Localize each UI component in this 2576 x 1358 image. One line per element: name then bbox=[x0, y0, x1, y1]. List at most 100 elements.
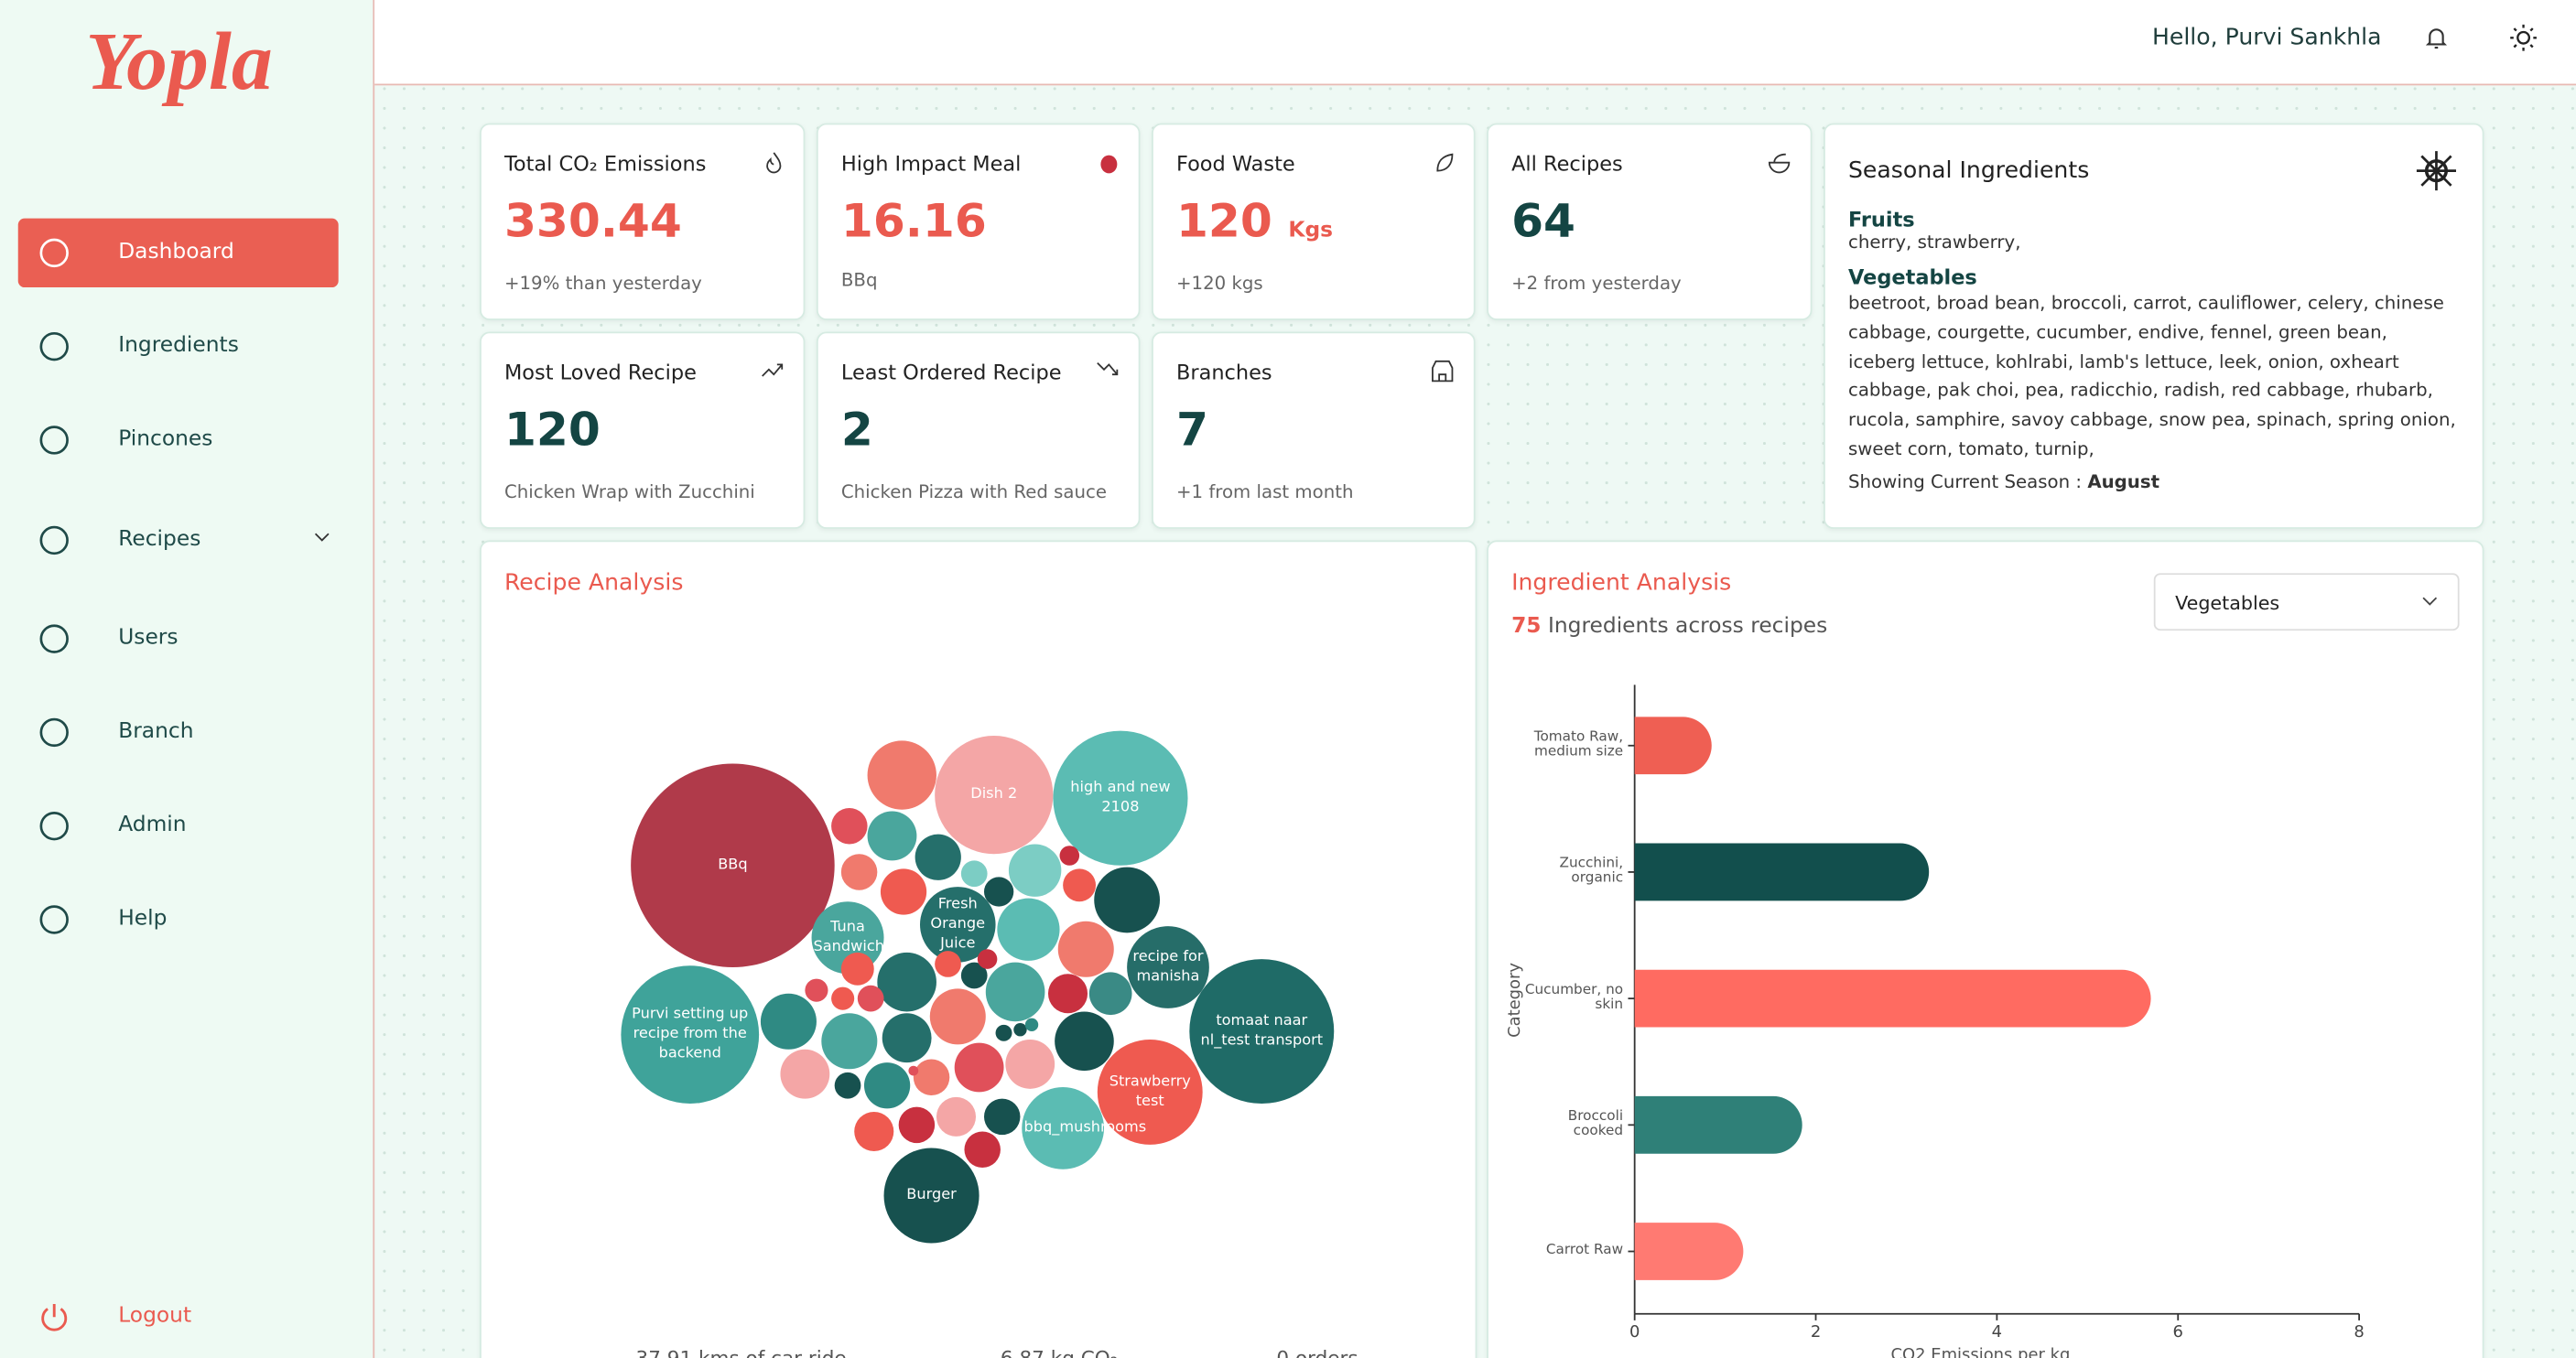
bubble bbox=[821, 1013, 878, 1070]
bubble bbox=[863, 1062, 911, 1109]
bar bbox=[1634, 843, 1930, 901]
card-note: Chicken Wrap with Zucchini bbox=[503, 480, 755, 503]
card-icon bbox=[1436, 153, 1454, 172]
vegetables-title: Vegetables bbox=[1847, 264, 1977, 289]
bubble bbox=[1047, 974, 1088, 1014]
card-icon bbox=[1100, 155, 1118, 174]
nav-label: Admin bbox=[118, 813, 187, 838]
card: Least Ordered Recipe 2 Chicken Pizza with … bbox=[816, 331, 1141, 529]
bar bbox=[1634, 717, 1712, 775]
nav-item[interactable]: Admin bbox=[18, 792, 339, 860]
logo[interactable]: Yopla bbox=[85, 15, 273, 107]
bubble-label: Tuna Sandwich bbox=[813, 919, 885, 956]
bubble-label: Dish 2 bbox=[970, 786, 1018, 803]
bubble bbox=[834, 1072, 861, 1099]
card-icon bbox=[762, 363, 784, 377]
bubble bbox=[880, 868, 927, 915]
nav-item[interactable]: Recipes bbox=[18, 506, 339, 575]
filter-dropdown[interactable]: Vegetables bbox=[2153, 573, 2460, 631]
bubble bbox=[936, 1096, 977, 1137]
bubble bbox=[919, 887, 996, 963]
bubble bbox=[995, 1024, 1012, 1041]
card-title: Most Loved Recipe bbox=[503, 360, 697, 384]
card-note: +2 from yesterday bbox=[1511, 272, 1682, 295]
card-value: 16.16 bbox=[840, 193, 987, 248]
bar bbox=[1634, 969, 2151, 1028]
card-title: Food Waste bbox=[1175, 151, 1295, 177]
fruits: cherry, strawberry, bbox=[1847, 232, 2021, 253]
x-tick-label: 6 bbox=[2173, 1322, 2183, 1342]
card-title: Total CO₂ Emissions bbox=[503, 151, 707, 177]
card-value: 120 bbox=[503, 402, 601, 457]
bubble bbox=[854, 1111, 894, 1152]
bubble bbox=[1097, 1040, 1203, 1145]
bubble bbox=[882, 1013, 932, 1063]
card-value: 2 bbox=[840, 402, 873, 457]
bubble bbox=[805, 978, 828, 1002]
bubble bbox=[1005, 1040, 1055, 1089]
logout-label: Logout bbox=[118, 1303, 192, 1329]
bubble bbox=[985, 962, 1045, 1022]
bubble bbox=[977, 949, 998, 969]
bubble bbox=[831, 986, 855, 1010]
nav-item[interactable]: Pincones bbox=[18, 405, 339, 474]
card-value: 330.44 bbox=[503, 193, 682, 248]
nav-label: Ingredients bbox=[118, 333, 239, 359]
filter-value: Vegetables bbox=[2175, 591, 2280, 615]
bubble-label: Strawberry test bbox=[1109, 1073, 1191, 1111]
stat: 0 orders bbox=[1276, 1347, 1358, 1358]
bubble bbox=[1057, 921, 1114, 977]
bubble-label: recipe for manisha bbox=[1132, 949, 1204, 986]
nav-label: Dashboard bbox=[118, 240, 234, 264]
bubble bbox=[867, 811, 917, 861]
bubble-label: Purvi setting up recipe from the backend bbox=[632, 1007, 749, 1063]
card-note: Chicken Pizza with Red sauce bbox=[840, 480, 1108, 503]
stat: 37.91 kms of car ride bbox=[636, 1347, 847, 1358]
y-tick-label: Zucchini, organic bbox=[1559, 856, 1624, 888]
x-tick-label: 4 bbox=[1992, 1322, 2002, 1342]
nav-item[interactable]: Ingredients bbox=[18, 312, 339, 381]
season-label: Showing Current Season : bbox=[1847, 470, 2083, 492]
panel-title: Recipe Analysis bbox=[503, 569, 684, 597]
nav-item[interactable]: Branch bbox=[18, 698, 339, 767]
bubble bbox=[935, 951, 961, 977]
bubble-label: BBq bbox=[718, 857, 748, 874]
y-tick-label: Cucumber, no skin bbox=[1524, 982, 1624, 1014]
unit: Kgs bbox=[1288, 218, 1334, 243]
card-icon bbox=[766, 152, 782, 174]
greeting: Hello, Purvi Sankhla bbox=[2151, 24, 2382, 51]
season-icon bbox=[2416, 151, 2456, 191]
nav-item[interactable]: Dashboard bbox=[17, 218, 339, 288]
card-icon bbox=[1432, 360, 1454, 383]
nav-label: Recipes bbox=[118, 527, 201, 552]
bubble bbox=[857, 985, 884, 1012]
bell-icon[interactable] bbox=[2425, 25, 2448, 51]
bubble bbox=[840, 854, 878, 890]
bubble bbox=[780, 1049, 830, 1099]
y-tick-label: Broccoli cooked bbox=[1567, 1108, 1624, 1140]
bubble bbox=[760, 993, 817, 1050]
bubble bbox=[1088, 972, 1132, 1016]
x-tick-label: 0 bbox=[1629, 1322, 1640, 1342]
nav-item[interactable]: Users bbox=[18, 604, 339, 673]
bubble bbox=[631, 763, 835, 968]
card-title: High Impact Meal bbox=[840, 151, 1022, 177]
bubble bbox=[898, 1106, 936, 1144]
bubble bbox=[960, 860, 988, 888]
bubble bbox=[621, 965, 760, 1104]
seasonal-title: Seasonal Ingredients bbox=[1847, 157, 2090, 184]
bubble bbox=[877, 952, 936, 1012]
logout[interactable]: Logout bbox=[18, 1283, 339, 1352]
bubble bbox=[883, 1148, 980, 1244]
nav-item[interactable]: Help bbox=[18, 885, 339, 954]
card-title: Least Ordered Recipe bbox=[840, 360, 1062, 384]
theme-icon[interactable] bbox=[2508, 23, 2538, 52]
seasonal-body: Fruits cherry, strawberry, Vegetables be… bbox=[1848, 207, 2460, 497]
bubble bbox=[983, 1098, 1021, 1136]
fruits-title: Fruits bbox=[1847, 207, 1915, 232]
bubble bbox=[983, 877, 1014, 907]
seasonal-card: Seasonal Ingredients Fruits cherry, stra… bbox=[1824, 123, 2484, 529]
nav-label: Pincones bbox=[118, 426, 213, 452]
